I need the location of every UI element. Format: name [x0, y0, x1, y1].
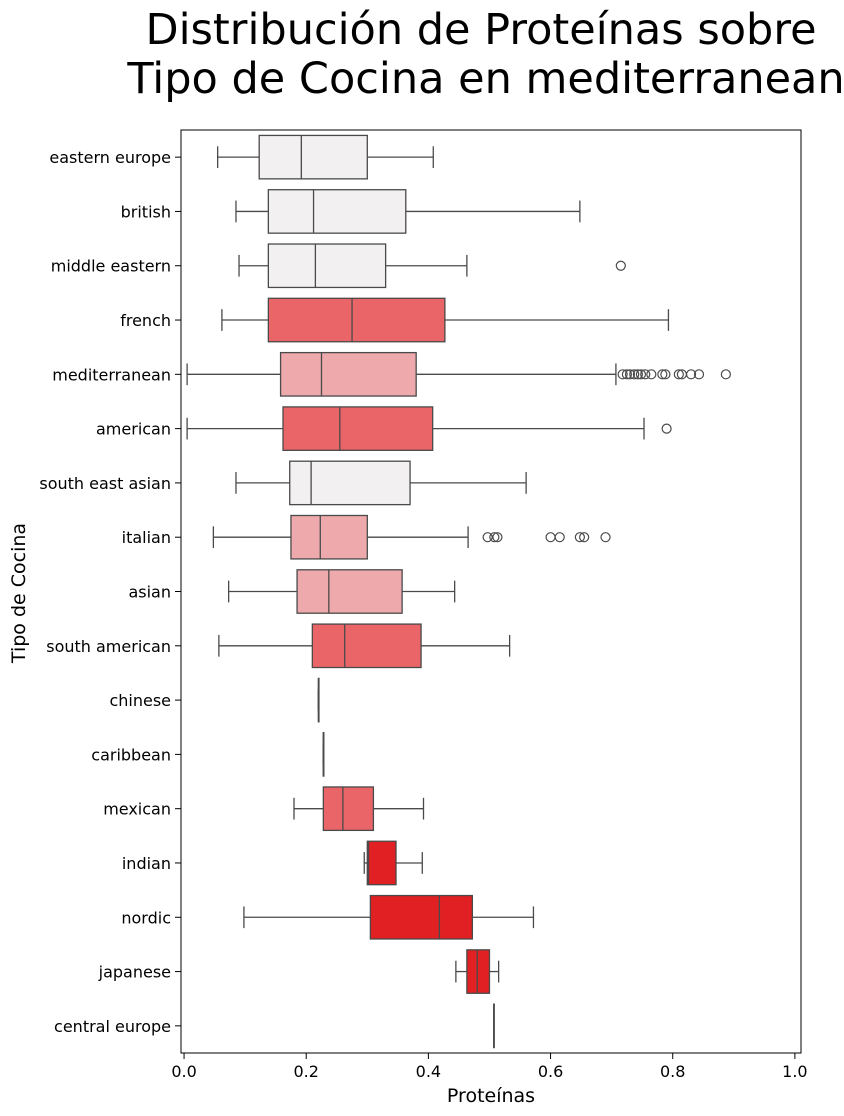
- y-tick-label-middle-eastern: middle eastern: [51, 257, 171, 276]
- box-asian: [296, 569, 403, 614]
- x-tick-label-3: 0.6: [538, 1062, 563, 1081]
- y-tick-label-mediterranean: mediterranean: [52, 365, 171, 384]
- box-british: [267, 189, 407, 234]
- outlier-italian-4: [554, 532, 565, 543]
- x-tick-label-4: 0.8: [660, 1062, 685, 1081]
- outlier-mediterranean-14: [720, 369, 731, 380]
- y-tick-label-british: british: [121, 202, 171, 221]
- outlier-mediterranean-8: [657, 369, 668, 380]
- box-south-american: [311, 623, 422, 669]
- outlier-mediterranean-1: [621, 369, 633, 380]
- outlier-middle-eastern-0: [615, 260, 626, 271]
- outlier-italian-2: [492, 532, 503, 543]
- y-tick-label-mexican: mexican: [103, 800, 171, 819]
- y-tick-label-nordic: nordic: [121, 908, 171, 927]
- y-tick-label-caribbean: caribbean: [91, 745, 171, 764]
- chart-title-line-2: Tipo de Cocina en mediterranean: [126, 54, 844, 104]
- y-tick-label-japanese: japanese: [98, 963, 171, 982]
- outlier-mediterranean-7: [646, 369, 657, 380]
- outlier-mediterranean-9: [660, 369, 671, 380]
- y-tick-label-south-american: south american: [46, 637, 171, 656]
- x-axis-label: Proteínas: [447, 1085, 535, 1107]
- box-italian: [290, 514, 368, 560]
- plot-frame: [180, 129, 802, 1054]
- outlier-american-0: [661, 423, 672, 434]
- x-tick-label-2: 0.4: [416, 1062, 441, 1081]
- y-tick-label-italian: italian: [122, 528, 171, 547]
- y-tick-label-french: french: [120, 311, 171, 330]
- y-tick-label-south-east-asian: south east asian: [39, 474, 171, 493]
- outlier-italian-3: [545, 532, 556, 543]
- y-tick-label-asian: asian: [128, 583, 171, 602]
- box-eastern-europe: [258, 134, 368, 180]
- outlier-mediterranean-0: [617, 369, 628, 380]
- y-tick-label-eastern-europe: eastern europe: [49, 148, 171, 167]
- chart-title-line-1: Distribución de Proteínas sobre: [145, 5, 816, 55]
- y-tick-label-american: american: [96, 420, 171, 439]
- y-axis-label: Tipo de Cocina: [8, 523, 30, 664]
- outlier-mediterranean-10: [673, 369, 684, 380]
- x-tick-label-1: 0.2: [293, 1062, 318, 1081]
- outlier-italian-5: [574, 532, 585, 543]
- outlier-mediterranean-3: [629, 369, 640, 380]
- y-tick-label-indian: indian: [122, 854, 171, 873]
- outlier-mediterranean-5: [635, 369, 647, 380]
- box-nordic: [369, 894, 474, 940]
- x-tick-label-0: 0.0: [171, 1062, 196, 1081]
- outlier-italian-1: [489, 532, 500, 543]
- outlier-italian-7: [600, 532, 611, 543]
- box-south-east-asian: [289, 460, 411, 506]
- y-tick-label-central-europe: central europe: [54, 1017, 171, 1036]
- box-french: [267, 297, 446, 343]
- box-japanese: [466, 949, 491, 994]
- outlier-italian-6: [579, 532, 590, 543]
- outlier-mediterranean-4: [632, 369, 644, 380]
- x-tick-label-5: 1.0: [782, 1062, 807, 1081]
- outlier-mediterranean-2: [624, 369, 636, 380]
- box-indian: [366, 840, 397, 886]
- y-tick-label-chinese: chinese: [109, 691, 171, 710]
- outlier-mediterranean-6: [640, 369, 651, 380]
- box-middle-eastern: [267, 243, 387, 289]
- plot-area: eastern europe british middle eastern frenc…: [39, 129, 808, 1081]
- outlier-mediterranean-13: [693, 369, 705, 380]
- box-mexican: [322, 786, 375, 832]
- box-american: [282, 406, 434, 451]
- outlier-mediterranean-12: [685, 369, 697, 380]
- box-mediterranean: [279, 351, 417, 397]
- outlier-italian-0: [482, 532, 493, 543]
